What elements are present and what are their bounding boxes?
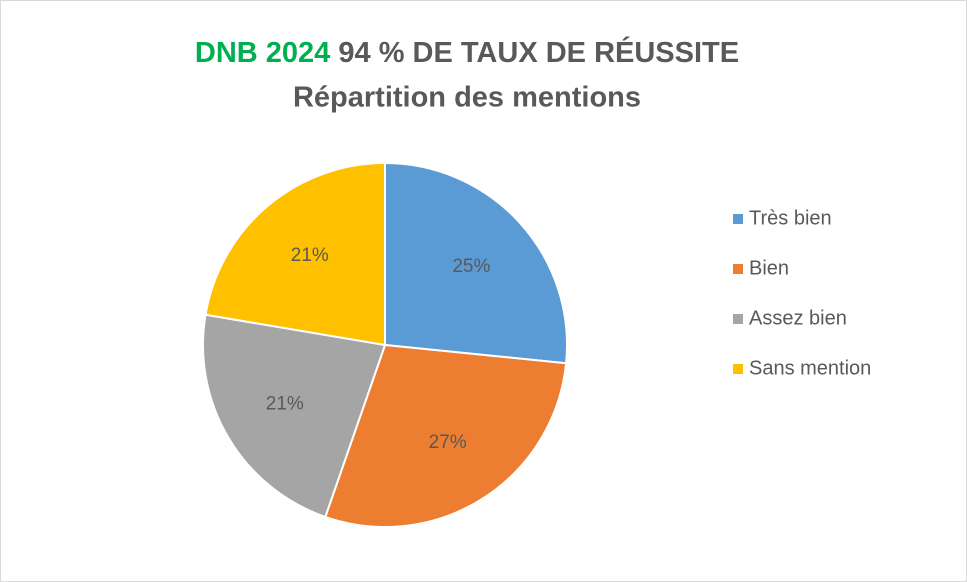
title-text: 94 % DE TAUX DE RÉUSSITE: [338, 35, 739, 69]
data-label: 25%: [452, 256, 490, 277]
data-label: 21%: [266, 393, 304, 414]
chart-subtitle: Répartition des mentions: [293, 82, 641, 114]
legend-swatch: [733, 364, 743, 374]
legend-label: Bien: [749, 257, 789, 279]
legend-label: Sans mention: [749, 357, 871, 379]
legend-label: Très bien: [749, 207, 832, 229]
data-label: 21%: [291, 245, 329, 266]
pie-slice: [324, 343, 568, 528]
legend-swatch: [733, 214, 743, 224]
legend-label: Assez bien: [749, 307, 847, 329]
chart-title: DNB 2024 94 % DE TAUX DE RÉUSSITE: [195, 35, 739, 69]
legend-swatch: [733, 314, 743, 324]
pie-slice: [204, 161, 386, 347]
legend-swatch: [733, 264, 743, 274]
title-highlight: DNB 2024: [195, 37, 330, 69]
pie-slice: [384, 161, 568, 365]
data-label: 27%: [429, 432, 467, 453]
pie-slice: [202, 313, 387, 519]
